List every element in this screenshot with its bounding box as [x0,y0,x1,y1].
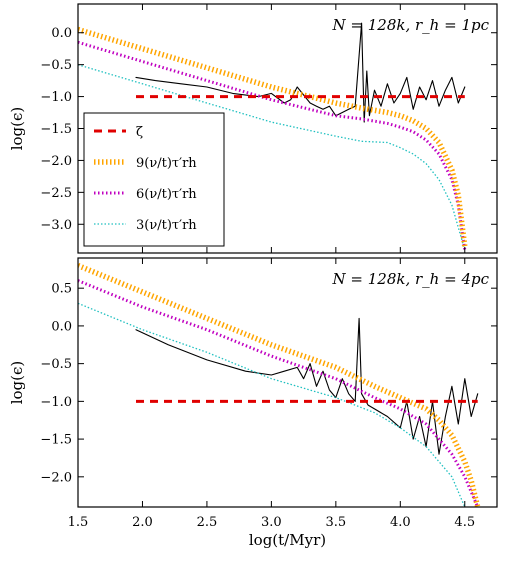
legend-label: ζ [136,125,143,140]
series-line-2 [78,262,481,507]
y-tick-label: 0.0 [51,26,72,41]
y-tick-label: −1.5 [40,433,72,448]
axes-frame [77,257,498,508]
y-tick-label: −2.0 [40,470,72,485]
series-line-5 [135,22,466,123]
y-tick-label: 0.5 [51,282,72,297]
x-axis-label: log(t/Myr) [249,531,326,549]
x-tick-label: 2.5 [197,515,218,530]
x-tick-label: 4.0 [390,515,411,530]
y-tick-label: −3.0 [40,218,72,233]
x-tick-label: 3.5 [326,515,347,530]
y-tick-label: −1.0 [40,90,72,105]
legend-label: 3(ν/t)τ′rh [136,218,197,233]
series-line-3 [78,279,480,507]
series-group [78,22,468,251]
y-tick-label: −2.0 [40,154,72,169]
series-line-4 [78,302,466,507]
panel-1: 0.0 −0.5 −1.0 −1.5 −2.0 −2.5 −3.0 log(ϵ) N = 128… [8,3,498,254]
y-tick-label: −0.5 [40,357,72,372]
legend-label: 6(ν/t)τ′rh [136,187,197,202]
legend-label: 9(ν/t)τ′rh [136,156,197,171]
y-tick-label: 0.0 [51,319,72,334]
x-tick-label: 1.5 [68,515,89,530]
y-tick-label: −0.5 [40,58,72,73]
legend-box [83,112,225,247]
x-tick-label: 2.0 [132,515,153,530]
y-tick-label: −2.5 [40,186,72,201]
y-tick-label: −1.0 [40,395,72,410]
series-line-5 [135,317,479,455]
panel-annotation: N = 128k, r_h = 4pc [332,270,490,288]
y-axis-label: log(ϵ) [8,361,26,405]
y-tick-label: −1.5 [40,122,72,137]
x-tick-label: 4.5 [454,515,475,530]
y-axis-label: log(ϵ) [8,107,26,151]
series-line-4 [78,64,466,250]
x-tick-label: 3.0 [261,515,282,530]
panel-annotation: N = 128k, r_h = 1pc [332,16,490,34]
series-group [78,262,481,507]
panel-2: 1.5 2.0 2.5 3.0 3.5 4.0 4.5 0.5 0.0 −0.5 −1.0 −1.5 −… [8,257,498,549]
